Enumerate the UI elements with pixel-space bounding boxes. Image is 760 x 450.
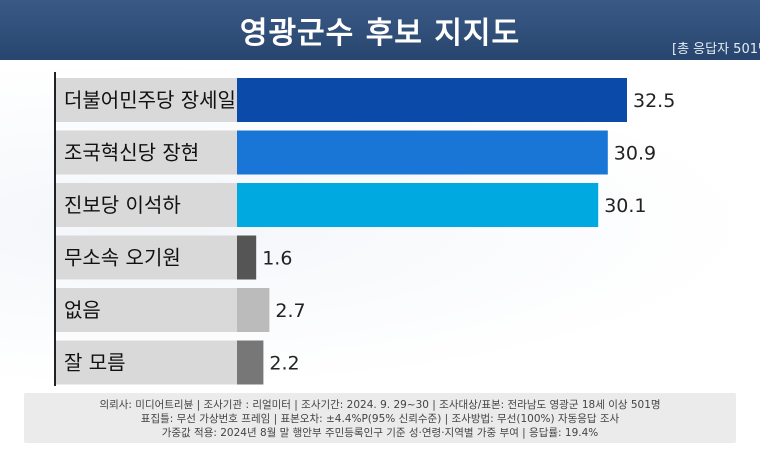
category-label-background (55, 130, 237, 175)
category-label: 무소속 오기원 (64, 246, 181, 270)
bar (237, 340, 264, 385)
category-label-background (55, 78, 237, 122)
category-label-background (55, 340, 237, 385)
bar-value-label: 2.2 (269, 353, 299, 375)
header-bar (0, 0, 760, 60)
bar-value-label: 30.9 (614, 143, 656, 165)
category-label-background (55, 288, 237, 332)
sample-size-note: [총 응답자 501명, (672, 42, 760, 57)
bar-value-label: 1.6 (262, 248, 292, 270)
bar-value-label: 30.1 (604, 195, 646, 217)
survey-info-line-1: 의뢰사: 미디어트리뷴 | 조사기관 : 리얼미터 | 조사기간: 2024. … (99, 399, 661, 411)
bar (237, 78, 627, 122)
bar-value-label: 32.5 (633, 90, 675, 112)
bar (237, 183, 599, 227)
survey-info-box: 의뢰사: 미디어트리뷴 | 조사기관 : 리얼미터 | 조사기간: 2024. … (24, 393, 736, 443)
survey-info-line-2: 표집틀: 무선 가상번호 프레임 | 표본오차: ±4.4%P(95% 신뢰수준… (140, 413, 620, 425)
bar-value-label: 2.7 (275, 300, 305, 322)
category-label-background (55, 183, 237, 227)
category-label: 잘 모름 (64, 351, 126, 375)
bar-chart: 더불어민주당 장세일 32.5 조국혁신당 장현 30.9 진보당 이석하 30.1 무소속… (54, 72, 675, 386)
category-label: 없음 (64, 298, 101, 322)
bar (237, 130, 608, 175)
bar (237, 288, 270, 332)
bar (237, 235, 257, 280)
category-label-background (55, 235, 237, 280)
category-label: 더불어민주당 장세일 (64, 88, 236, 112)
category-label: 진보당 이석하 (64, 193, 181, 217)
category-label: 조국혁신당 장현 (64, 141, 199, 165)
survey-info-line-3: 가중값 적용: 2024년 8월 말 행안부 주민등록인구 기준 성·연령·지역… (161, 427, 599, 439)
chart-title: 영광군수 후보 지지도 (239, 16, 521, 51)
